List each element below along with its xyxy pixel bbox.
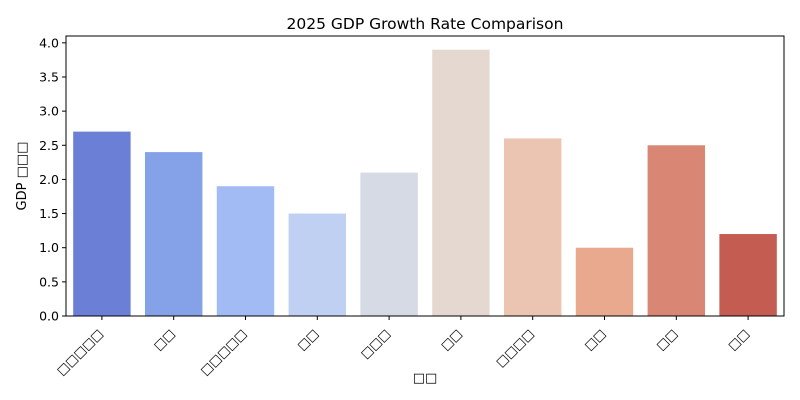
y-tick-label: 0.0 (39, 309, 59, 324)
plot-frame (65, 35, 785, 317)
bar-3 (288, 213, 347, 316)
y-axis-label: GDP □□□ (15, 142, 30, 211)
y-tick-label: 1.0 (39, 240, 59, 255)
x-tick-label: □□ (150, 326, 177, 353)
y-tick-label: 2.0 (39, 172, 59, 187)
bar-8 (647, 145, 706, 316)
y-tick-label: 0.5 (39, 274, 59, 289)
bar-6 (503, 138, 562, 316)
bar-0 (73, 131, 131, 316)
y-tick-label: 3.5 (39, 69, 59, 84)
x-tick-label: □□ (653, 326, 680, 353)
x-tick-label: □□□□ (493, 326, 537, 370)
bar-1 (144, 152, 203, 316)
y-tick-label: 2.5 (39, 138, 59, 153)
x-tick-label: □□□ (357, 326, 393, 362)
chart-title: 2025 GDP Growth Rate Comparison (287, 15, 564, 33)
x-axis-label: □□ (413, 371, 438, 386)
x-tick-label: □□ (581, 326, 608, 353)
y-tick-label: 1.5 (39, 206, 59, 221)
bars-layer (73, 49, 777, 316)
y-tick-label: 4.0 (39, 35, 59, 50)
bar-4 (360, 172, 418, 316)
x-tick-label: □□□□□ (53, 326, 105, 378)
bar-5 (432, 49, 490, 316)
bar-9 (719, 234, 777, 316)
x-tick-label: □□ (437, 326, 464, 353)
bar-2 (216, 186, 275, 316)
bar-7 (575, 247, 634, 316)
x-tick-label: □□ (294, 326, 321, 353)
x-tick-label: □□ (725, 326, 752, 353)
x-tick-label: □□□□□ (197, 326, 249, 378)
y-tick-label: 3.0 (39, 104, 59, 119)
